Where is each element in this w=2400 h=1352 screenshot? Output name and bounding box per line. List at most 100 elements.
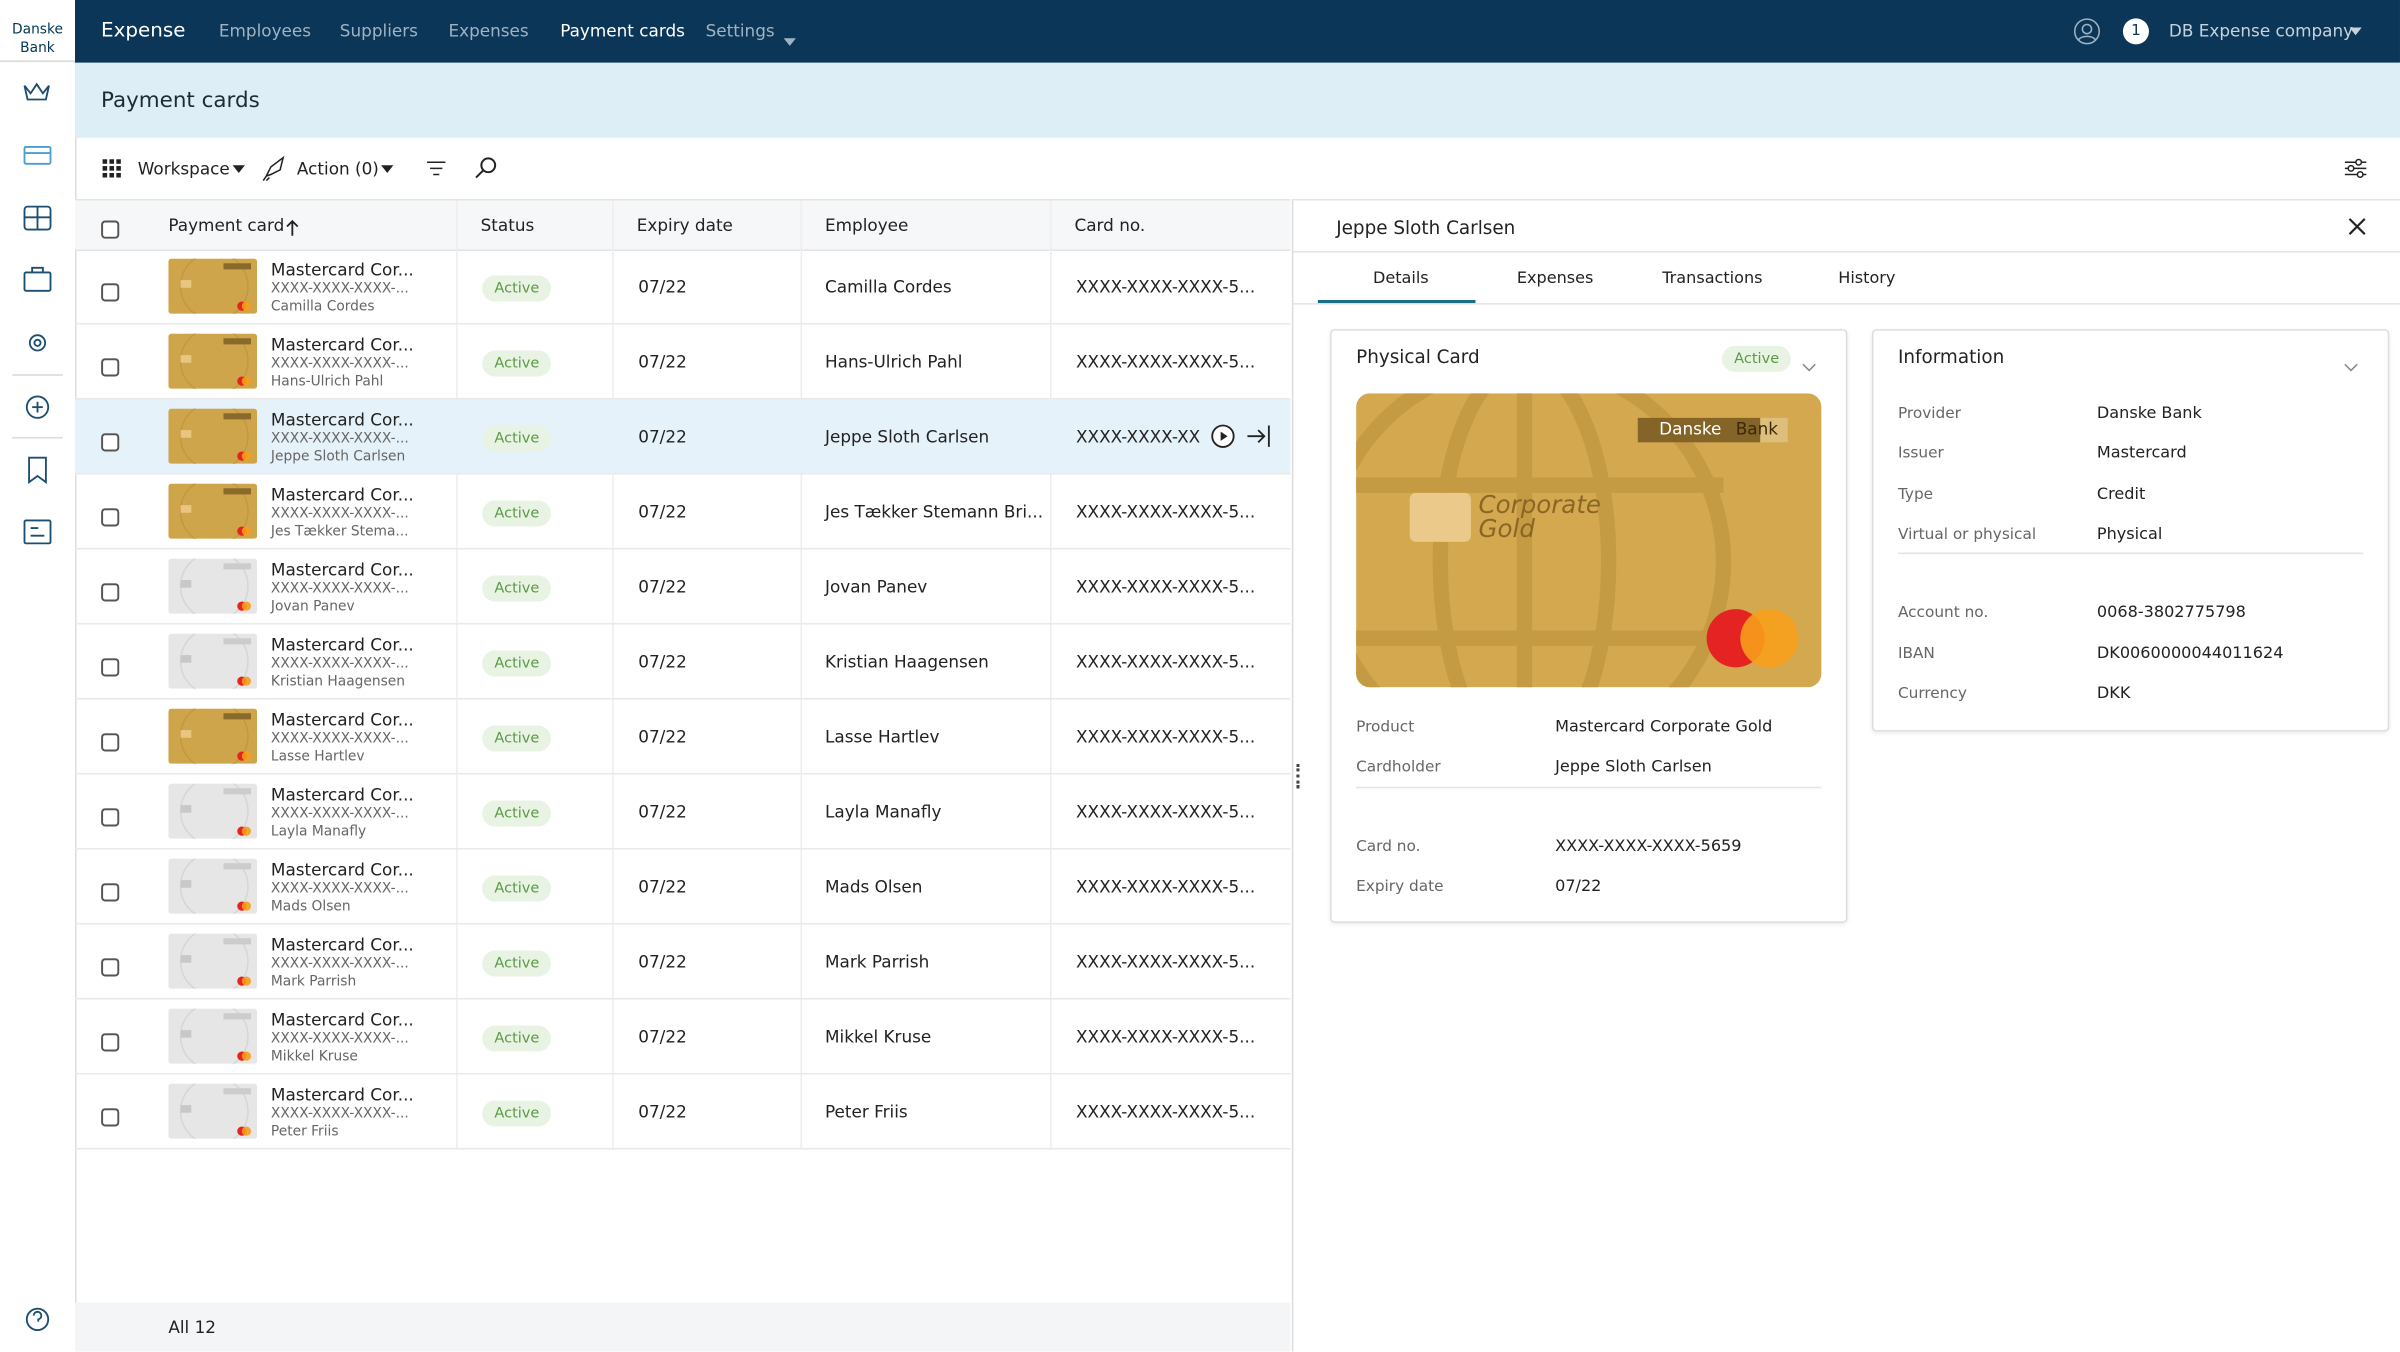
app-name[interactable]: Expense — [101, 19, 186, 43]
row-checkbox[interactable] — [101, 354, 120, 383]
table-row[interactable]: Mastercard Cor... XXXX-XXXX-XXXX-... Jeppe… — [74, 399, 1291, 475]
card-holder: Peter Friis — [270, 1124, 339, 1141]
nav-item[interactable]: Employees — [218, 21, 312, 42]
workspace-icon[interactable] — [102, 159, 121, 178]
expiry-date: 07/22 — [638, 577, 687, 597]
card-name: Mastercard Cor... — [270, 635, 414, 656]
filter-icon[interactable] — [426, 158, 447, 179]
table-row[interactable]: Mastercard Cor... XXXX-XXXX-XXXX-... Jovan… — [74, 549, 1291, 625]
table-row[interactable]: Mastercard Cor... XXXX-XXXX-XXXX-... Peter… — [74, 1074, 1291, 1150]
card-no: XXXX-XXXX-XXXX-5... — [1076, 352, 1256, 372]
table-row[interactable]: Mastercard Cor... XXXX-XXXX-XXXX-... Lasse… — [74, 699, 1291, 775]
divider — [1293, 303, 2400, 305]
company-selector[interactable]: DB Expense company — [2168, 21, 2354, 42]
field-value: Mastercard — [2096, 444, 2187, 463]
row-expand-button[interactable] — [1246, 424, 1274, 455]
field-label: Cardholder — [1356, 759, 1441, 777]
card-product: Corporate — [1478, 489, 1601, 519]
row-checkbox[interactable] — [101, 1029, 120, 1058]
table-row[interactable]: Mastercard Cor... XXXX-XXXX-XXXX-... Mads … — [74, 849, 1291, 925]
row-checkbox[interactable] — [101, 504, 120, 533]
row-checkbox[interactable] — [101, 654, 120, 683]
settings-caret[interactable] — [782, 26, 797, 55]
status-badge: Active — [482, 1100, 552, 1127]
field-value: DKK — [2096, 683, 2131, 703]
row-checkbox[interactable] — [101, 1104, 120, 1133]
action-menu[interactable]: Action (0) — [296, 159, 379, 180]
row-open-button[interactable] — [1211, 424, 1235, 455]
company-caret[interactable] — [2348, 26, 2363, 38]
row-checkbox-graphic — [101, 808, 120, 827]
search-icon[interactable] — [474, 156, 498, 180]
expiry-date: 07/22 — [638, 727, 687, 747]
card-no: XXXX-XXXX-XXXX-5... — [1076, 802, 1256, 822]
card-number: XXXX-XXXX-XXXX-... — [270, 506, 409, 522]
card-no: XXXX-XXXX-XXXX-5... — [1076, 652, 1256, 672]
nav-item[interactable]: Expenses — [448, 21, 529, 42]
nav-item[interactable]: Suppliers — [339, 21, 418, 42]
workspace-menu[interactable]: Workspace — [137, 159, 230, 180]
row-checkbox[interactable] — [101, 954, 120, 983]
card-image: Danske Bank Corporate Gold — [1356, 393, 1822, 693]
action-icon[interactable] — [260, 155, 288, 183]
user-icon[interactable] — [2072, 17, 2103, 48]
close-button[interactable] — [2348, 217, 2366, 235]
collapse-caret[interactable] — [1800, 351, 1818, 380]
detail-panel: Jeppe Sloth Carlsen Details Expenses Trans… — [1291, 198, 2400, 1352]
card-number: XXXX-XXXX-XXXX-... — [270, 356, 409, 372]
physical-card-panel: Physical Card Active Danske Bank Corporate Go… — [1330, 329, 1848, 923]
row-checkbox[interactable] — [101, 429, 120, 458]
divider — [1897, 552, 2364, 555]
action-caret[interactable] — [380, 164, 395, 175]
card-holder: Mark Parrish — [270, 974, 357, 991]
row-checkbox[interactable] — [101, 879, 120, 908]
card-thumbnail — [168, 476, 258, 546]
workspace-caret[interactable] — [231, 164, 246, 175]
column-header[interactable]: Employee — [824, 215, 909, 236]
card-no: XXXX-XXXX-XXXX-5... — [1076, 952, 1256, 972]
table-row[interactable]: Mastercard Cor... XXXX-XXXX-XXXX-... Mark … — [74, 924, 1291, 1000]
row-checkbox[interactable] — [101, 729, 120, 758]
column-header[interactable]: Payment card — [168, 215, 285, 236]
resize-handle[interactable] — [1296, 763, 1304, 789]
table-row[interactable]: Mastercard Cor... XXXX-XXXX-XXXX-... Krist… — [74, 624, 1291, 700]
row-checkbox[interactable] — [101, 579, 120, 608]
card-no: XXXX-XXXX-XX — [1076, 427, 1201, 447]
column-divider — [612, 200, 614, 1150]
card-thumbnail — [168, 401, 258, 471]
tab[interactable]: Expenses — [1516, 269, 1594, 288]
table-row[interactable]: Mastercard Cor... XXXX-XXXX-XXXX-... Mikke… — [74, 999, 1291, 1075]
tab[interactable]: Details — [1372, 269, 1429, 288]
row-checkbox[interactable] — [101, 804, 120, 833]
tab[interactable]: Transactions — [1662, 269, 1763, 288]
card-name: Mastercard Cor... — [270, 560, 414, 581]
field-value: 07/22 — [1555, 876, 1602, 896]
table-row[interactable]: Mastercard Cor... XXXX-XXXX-XXXX-... Camil… — [74, 249, 1291, 325]
row-checkbox[interactable] — [101, 279, 120, 308]
card-number: XXXX-XXXX-XXXX-... — [270, 956, 409, 972]
nav-item[interactable]: Settings — [705, 21, 775, 42]
table-row[interactable]: Mastercard Cor... XXXX-XXXX-XXXX-... Jes T… — [74, 474, 1291, 550]
header-checkbox-graphic — [101, 220, 120, 239]
sort-arrow[interactable] — [285, 214, 300, 243]
expiry-date: 07/22 — [638, 952, 687, 972]
table-row[interactable]: Mastercard Cor... XXXX-XXXX-XXXX-... Hans-… — [74, 324, 1291, 400]
column-header[interactable]: Card no. — [1074, 215, 1146, 236]
card-thumbnail-graphic — [168, 1076, 258, 1146]
header-checkbox[interactable] — [101, 216, 120, 245]
status-badge: Active — [482, 275, 552, 302]
expiry-date: 07/22 — [638, 352, 687, 372]
tab[interactable]: History — [1838, 269, 1896, 288]
card-no: XXXX-XXXX-XXXX-5... — [1076, 277, 1256, 297]
column-header[interactable]: Status — [480, 215, 535, 236]
card-thumbnail — [168, 1076, 258, 1146]
table-row[interactable]: Mastercard Cor... XXXX-XXXX-XXXX-... Layla… — [74, 774, 1291, 850]
collapse-caret[interactable] — [2342, 351, 2360, 380]
field-label: Currency — [1897, 685, 1967, 703]
column-header[interactable]: Expiry date — [636, 215, 733, 236]
expiry-date: 07/22 — [638, 802, 687, 822]
notification-badge[interactable]: 1 — [2122, 18, 2149, 45]
nav-item[interactable]: Payment cards — [560, 21, 685, 42]
settings-icon[interactable] — [2343, 156, 2367, 180]
row-checkbox-graphic — [101, 433, 120, 452]
